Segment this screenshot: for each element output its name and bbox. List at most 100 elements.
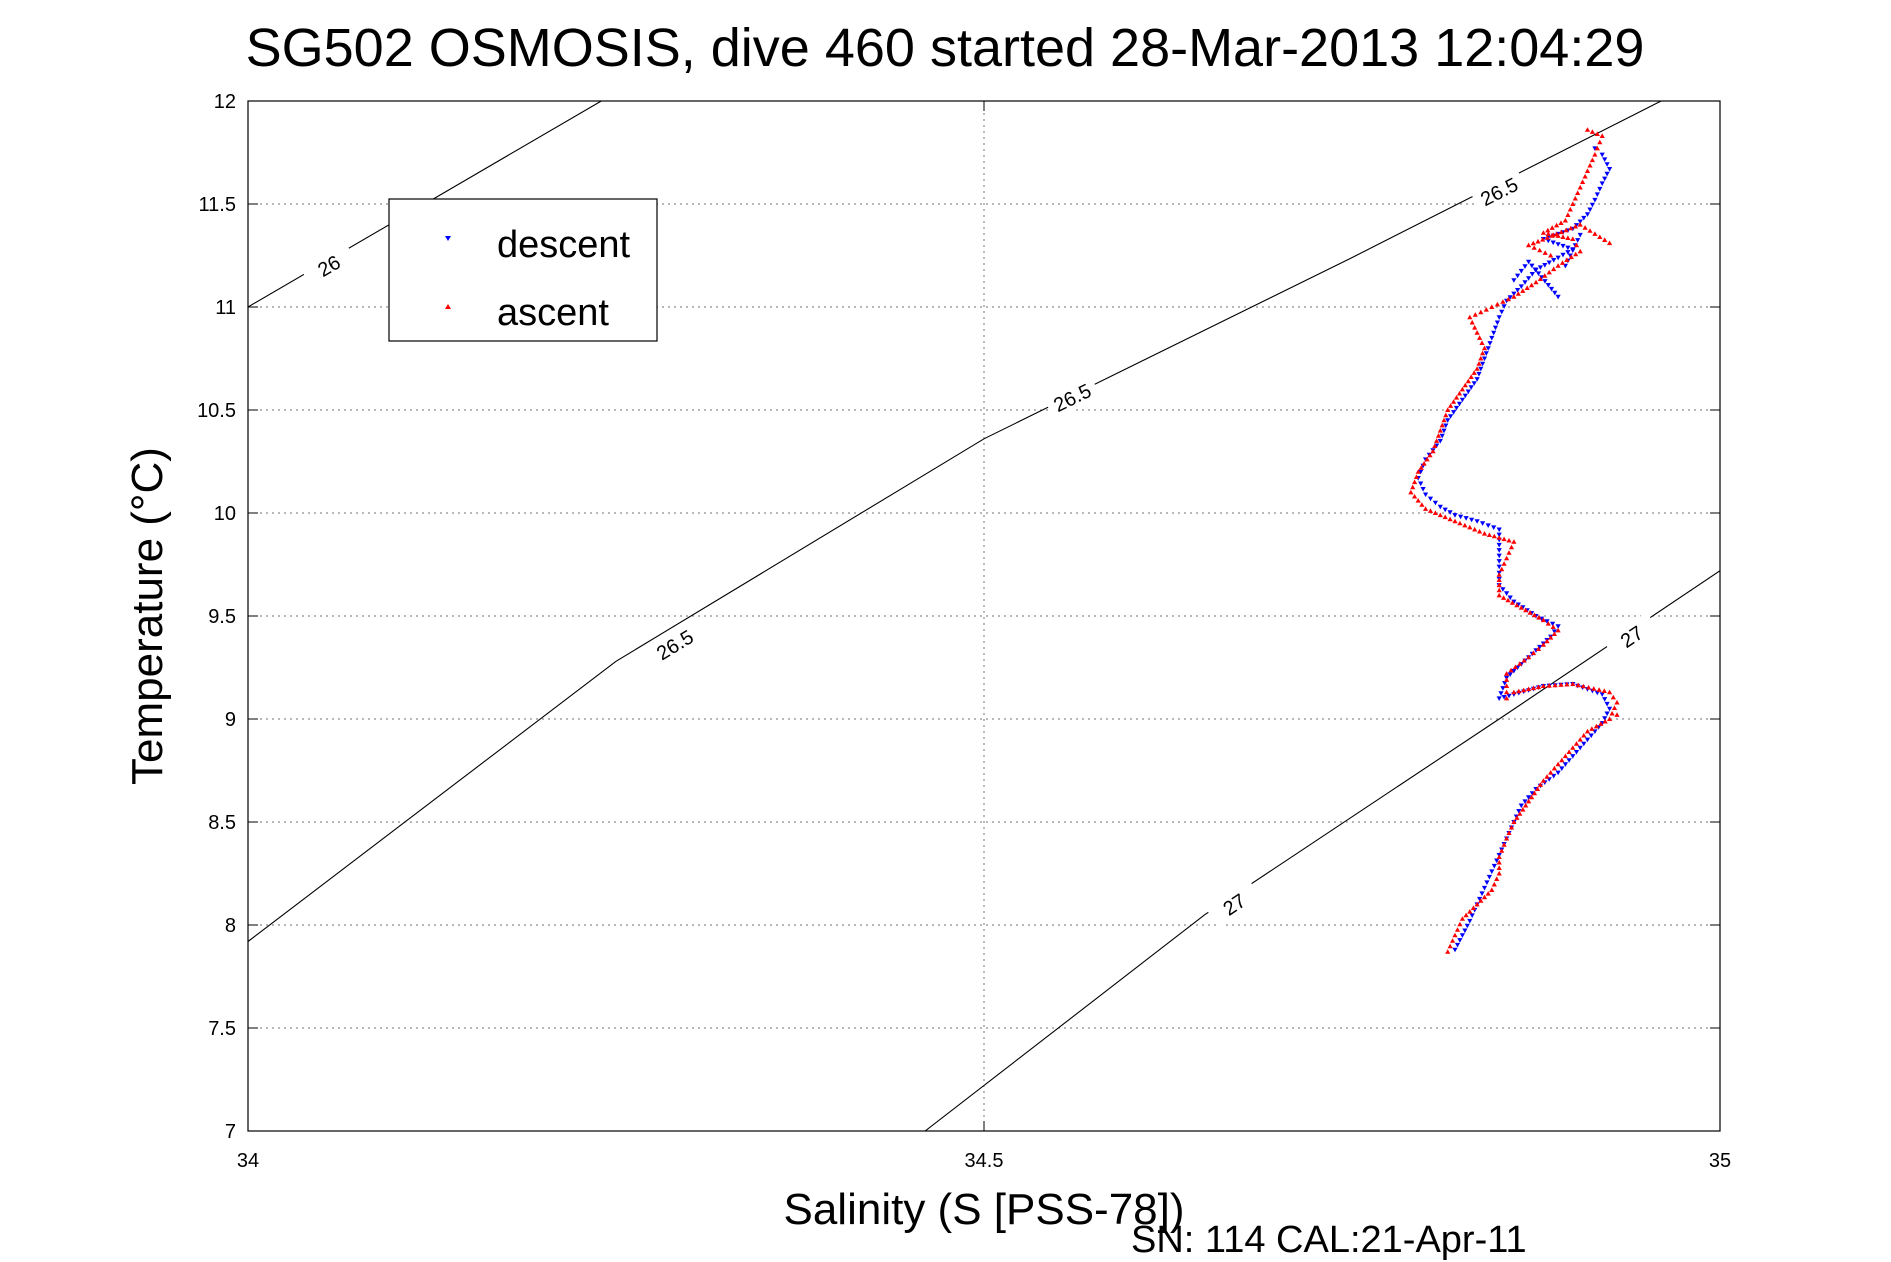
data-point-ascent <box>1559 260 1566 265</box>
data-point-descent <box>1573 750 1580 755</box>
data-point-ascent <box>1568 225 1574 231</box>
data-point-ascent <box>1597 234 1603 239</box>
data-point-ascent <box>1526 686 1532 692</box>
data-point-ascent <box>1537 782 1543 787</box>
data-point-descent <box>1447 510 1453 515</box>
data-point-descent <box>1452 947 1458 953</box>
data-point-descent <box>1588 733 1594 739</box>
data-point-ascent <box>1545 231 1551 236</box>
data-point-ascent <box>1501 561 1507 566</box>
data-point-ascent <box>1472 325 1478 330</box>
data-point-ascent <box>1548 770 1554 775</box>
data-point-descent <box>1485 346 1491 351</box>
data-point-ascent <box>1562 753 1568 759</box>
data-point-ascent <box>1418 465 1424 470</box>
data-point-ascent <box>1472 312 1478 317</box>
data-point-ascent <box>1572 195 1578 201</box>
data-point-ascent <box>1584 168 1591 173</box>
contour-label-bg <box>1470 169 1528 215</box>
data-point-descent <box>1501 695 1507 700</box>
data-point-ascent <box>1478 309 1484 315</box>
data-point-descent <box>1491 863 1497 869</box>
data-point-ascent <box>1481 345 1488 351</box>
data-point-ascent <box>1526 654 1532 660</box>
data-point-ascent <box>1572 223 1579 229</box>
data-point-descent <box>1537 265 1543 270</box>
data-point-ascent <box>1456 390 1463 396</box>
legend-marker-ascent <box>445 304 451 309</box>
data-point-ascent <box>1558 682 1564 687</box>
data-point-ascent <box>1508 544 1515 550</box>
chart-title: SG502 OSMOSIS, dive 460 started 28-Mar-2… <box>246 18 1645 78</box>
data-point-descent <box>1518 284 1524 289</box>
x-tick-label: 34.5 <box>965 1150 1004 1172</box>
density-contour-line <box>924 570 1720 1131</box>
data-point-descent <box>1443 423 1449 429</box>
data-point-descent <box>1494 320 1500 326</box>
data-point-descent <box>1442 507 1448 513</box>
data-point-ascent <box>1589 157 1595 163</box>
data-point-descent <box>1559 766 1565 771</box>
data-point-ascent <box>1540 683 1546 688</box>
data-point-ascent <box>1596 687 1602 692</box>
data-point-descent <box>1565 245 1571 251</box>
data-point-descent <box>1573 223 1580 228</box>
legend-marker-descent <box>445 236 451 241</box>
data-point-descent <box>1481 356 1488 362</box>
data-point-ascent <box>1478 355 1484 361</box>
data-point-ascent <box>1413 474 1419 479</box>
data-point-descent <box>1602 716 1608 721</box>
data-point-descent <box>1507 595 1513 601</box>
data-point-ascent <box>1607 240 1613 246</box>
data-point-descent <box>1577 219 1583 225</box>
data-point-ascent <box>1496 592 1502 598</box>
data-point-ascent <box>1591 686 1597 691</box>
data-point-ascent <box>1434 438 1440 443</box>
data-point-ascent <box>1587 228 1593 233</box>
data-point-ascent <box>1575 682 1581 688</box>
data-point-descent <box>1548 286 1555 292</box>
data-point-descent <box>1457 938 1463 943</box>
data-point-descent <box>1501 304 1507 309</box>
data-point-descent <box>1484 880 1490 885</box>
data-point-descent <box>1562 263 1568 269</box>
data-point-descent <box>1469 517 1475 523</box>
data-point-descent <box>1607 706 1613 712</box>
data-point-ascent <box>1494 876 1500 881</box>
data-point-ascent <box>1496 859 1502 865</box>
data-point-ascent <box>1504 683 1510 688</box>
data-point-ascent <box>1577 222 1583 227</box>
data-point-descent <box>1599 181 1605 186</box>
data-point-ascent <box>1544 235 1550 240</box>
data-point-descent <box>1522 264 1528 269</box>
data-point-descent <box>1565 250 1571 255</box>
data-point-ascent <box>1463 912 1469 918</box>
data-point-ascent <box>1530 685 1537 691</box>
data-point-ascent <box>1465 378 1471 384</box>
data-point-ascent <box>1496 865 1502 870</box>
data-point-ascent <box>1496 870 1502 876</box>
data-point-descent <box>1420 487 1426 492</box>
data-point-descent <box>1486 874 1492 880</box>
data-point-ascent <box>1423 506 1429 511</box>
data-point-ascent <box>1594 131 1600 136</box>
data-point-ascent <box>1575 190 1581 195</box>
data-point-descent <box>1602 157 1608 162</box>
data-point-ascent <box>1512 664 1518 670</box>
legend-label-descent: descent <box>497 224 631 266</box>
data-point-ascent <box>1559 757 1565 763</box>
data-point-descent <box>1491 330 1497 336</box>
data-point-ascent <box>1565 235 1571 240</box>
data-point-descent <box>1566 758 1572 763</box>
data-point-ascent <box>1505 597 1511 603</box>
data-point-descent <box>1468 385 1474 390</box>
data-point-ascent <box>1526 798 1532 804</box>
data-point-descent <box>1478 366 1484 372</box>
data-point-ascent <box>1453 395 1460 400</box>
data-point-descent <box>1550 621 1556 627</box>
data-point-ascent <box>1573 251 1579 257</box>
data-point-ascent <box>1549 225 1555 230</box>
data-point-ascent <box>1515 291 1521 296</box>
data-point-ascent <box>1476 361 1482 366</box>
data-point-ascent <box>1471 370 1477 375</box>
